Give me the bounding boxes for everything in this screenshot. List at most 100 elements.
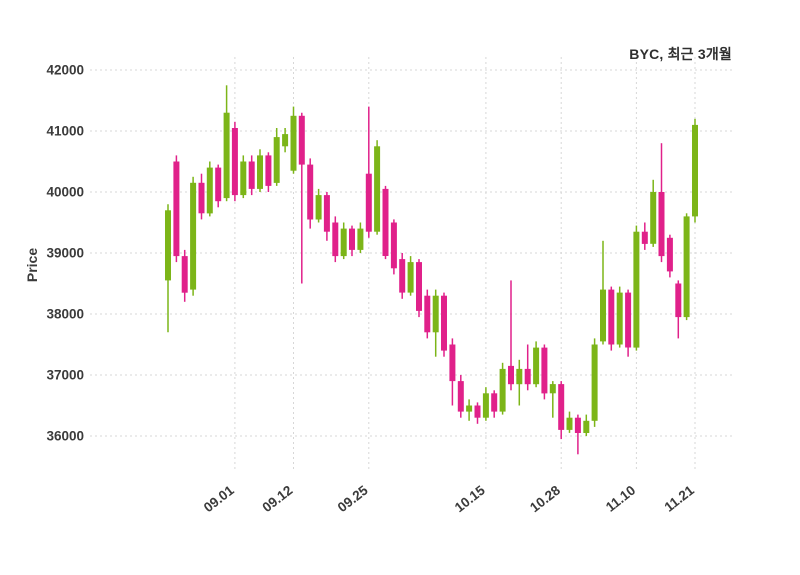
candle-body: [683, 216, 690, 318]
candle-down: [658, 143, 665, 263]
candle-body: [524, 368, 531, 385]
candle-down: [349, 225, 355, 257]
candle-up: [482, 387, 489, 421]
y-tick-label: 37000: [46, 368, 84, 383]
candle-down: [365, 106, 372, 238]
chart-title: BYC, 최근 3개월: [629, 46, 732, 62]
candle-up: [257, 149, 263, 192]
candle-down: [298, 112, 305, 284]
candle-body: [616, 292, 623, 345]
x-tick-label: 09.12: [259, 483, 295, 516]
candle-body: [357, 228, 364, 250]
candle-up: [432, 289, 439, 357]
candle-up: [466, 399, 473, 421]
candle-body: [165, 210, 171, 281]
candle-body: [541, 347, 548, 394]
candle-down: [248, 155, 255, 196]
candle-body: [323, 195, 330, 232]
candle-body: [382, 188, 389, 256]
candle-body: [499, 368, 506, 412]
candle-body: [591, 344, 598, 421]
candle-body: [457, 381, 464, 412]
candle-up: [499, 362, 506, 415]
y-tick-label: 38000: [46, 307, 84, 322]
candle-body: [516, 368, 523, 385]
candle-body: [583, 420, 590, 433]
candle-up: [692, 118, 698, 223]
candle-up: [315, 188, 322, 223]
candle-body: [231, 128, 238, 196]
x-tick-label: 10.28: [527, 482, 563, 515]
candle-down: [173, 155, 180, 263]
candle-body: [407, 262, 414, 293]
candle-up: [273, 128, 280, 186]
candle-body: [650, 192, 657, 244]
candle-body: [223, 112, 230, 199]
candle-body: [265, 155, 272, 186]
candle-body: [441, 295, 447, 351]
candle-body: [198, 182, 205, 214]
candle-down: [558, 381, 565, 440]
candle-down: [449, 338, 456, 406]
candle-down: [641, 222, 648, 250]
candle-body: [307, 164, 314, 220]
candle-up: [650, 179, 657, 247]
candle-down: [666, 234, 673, 278]
x-axis-ticks: 09.01 09.12 09.25 10.15 10.28 11.10 11.21: [201, 482, 697, 515]
candle-down: [307, 158, 314, 229]
candle-body: [474, 405, 481, 418]
candle-body: [508, 365, 514, 385]
candle-up: [340, 222, 347, 260]
candles: [165, 85, 698, 455]
candle-up: [407, 256, 414, 296]
y-tick-label: 40000: [46, 185, 84, 200]
candle-body: [449, 344, 456, 382]
candle-up: [616, 286, 623, 348]
candle-body: [432, 295, 439, 333]
x-tick-label: 09.01: [201, 482, 237, 515]
candle-body: [466, 405, 473, 412]
y-tick-label: 42000: [46, 63, 84, 78]
candle-down: [441, 292, 447, 357]
x-tick-label: 10.15: [452, 482, 488, 515]
candle-body: [692, 124, 698, 217]
candle-body: [240, 161, 247, 196]
candle-down: [541, 344, 548, 400]
candle-up: [282, 128, 289, 153]
x-tick-label: 11.21: [662, 482, 698, 514]
candle-down: [608, 286, 615, 351]
candle-down: [424, 289, 431, 339]
candle-body: [340, 228, 347, 257]
candle-down: [215, 164, 222, 208]
candle-down: [323, 192, 330, 241]
candle-body: [273, 137, 280, 183]
candle-up: [165, 204, 171, 333]
candle-up: [566, 411, 573, 433]
candle-down: [457, 375, 464, 418]
candle-up: [240, 155, 247, 199]
candle-body: [282, 134, 289, 147]
candle-body: [566, 417, 573, 430]
candle-down: [332, 216, 339, 263]
candle-body: [290, 115, 297, 171]
x-tick-label: 09.25: [335, 482, 371, 515]
candle-down: [508, 280, 514, 391]
candle-down: [198, 173, 205, 220]
candle-down: [231, 121, 238, 202]
candle-body: [248, 161, 255, 189]
candle-body: [181, 256, 188, 293]
candle-up: [583, 414, 590, 436]
y-axis-label: Price: [24, 247, 40, 283]
candle-body: [374, 146, 381, 232]
y-tick-label: 41000: [46, 124, 84, 139]
candle-body: [206, 167, 213, 214]
candle-body: [666, 237, 673, 272]
candle-body: [533, 347, 540, 385]
x-tick-label: 11.10: [603, 483, 638, 515]
candle-up: [516, 359, 523, 406]
candle-down: [675, 280, 682, 339]
candle-up: [374, 140, 381, 235]
candle-body: [315, 195, 322, 220]
